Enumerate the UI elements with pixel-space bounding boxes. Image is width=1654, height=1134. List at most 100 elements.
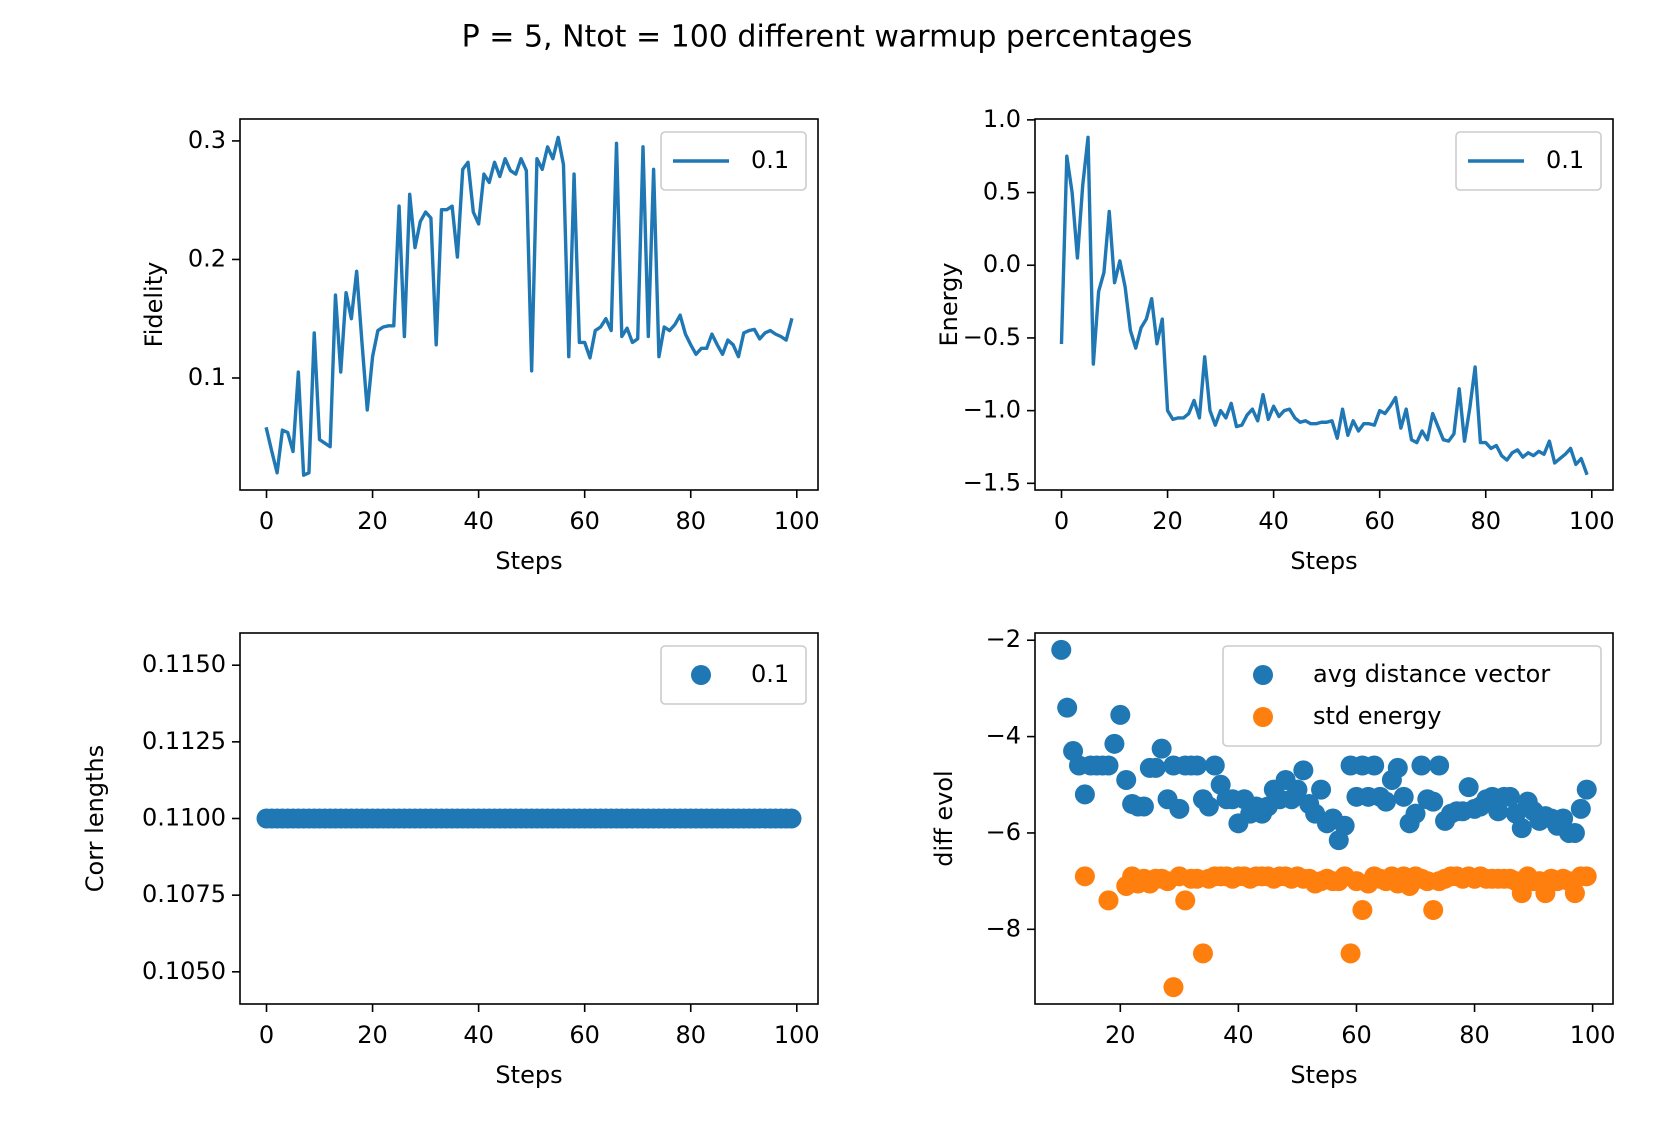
diff-series-0-point <box>1311 779 1332 800</box>
corr-ytick-label: 0.1050 <box>142 957 226 985</box>
diff-series-1-point <box>1163 977 1184 998</box>
subplot-diff: 20 40 60 80 100 −2 −4 −6 −8 Steps diff evol avg dis… <box>930 625 1616 1089</box>
energy-xtick-label: 40 <box>1258 507 1289 535</box>
diff-series-0-point <box>1057 697 1078 718</box>
diff-series-0-point <box>1204 755 1225 776</box>
corr-xtick-label: 20 <box>357 1021 388 1049</box>
diff-series-0-point <box>1375 791 1396 812</box>
diff-series-0-point <box>1051 639 1072 660</box>
diff-series-0-point <box>1187 755 1208 776</box>
energy-xtick-label: 100 <box>1569 507 1615 535</box>
diff-series-0-point <box>1151 738 1172 759</box>
fidelity-xtick-label: 60 <box>569 507 600 535</box>
diff-series-0-point <box>1110 704 1131 725</box>
fidelity-ytick-label: 0.2 <box>188 244 226 272</box>
diff-series-0-point <box>1387 757 1408 778</box>
corr-xtick-label: 100 <box>774 1021 820 1049</box>
energy-series-line-0 <box>1059 135 1589 476</box>
diff-ytick-label: −4 <box>986 722 1021 750</box>
corr-legend-label-0: 0.1 <box>751 660 789 688</box>
diff-xtick-label: 60 <box>1341 1021 1372 1049</box>
figure-title: P = 5, Ntot = 100 different warmup perce… <box>462 20 1193 55</box>
diff-series-0-point <box>1411 755 1432 776</box>
diff-series-1-point <box>1352 900 1373 921</box>
energy-legend: 0.1 <box>1455 131 1602 191</box>
energy-axes-frame <box>1034 118 1614 491</box>
energy-legend-box <box>1455 131 1602 191</box>
diff-series-0-point <box>1423 791 1444 812</box>
fidelity-xtick-label: 40 <box>463 507 494 535</box>
corr-legend-box <box>660 645 807 705</box>
diff-series-0-point <box>1405 803 1426 824</box>
subplot-corr: 0 20 40 60 80 1000.11500.11250.11000.10750.10… <box>81 632 820 1089</box>
diff-xtick-label: 100 <box>1570 1021 1616 1049</box>
corr-series-0-point <box>781 808 802 829</box>
fidelity-x-axis-label: Steps <box>495 547 562 575</box>
diff-axes-frame <box>1034 632 1614 1005</box>
diff-series-0-point <box>1169 798 1190 819</box>
diff-series-0-point <box>1116 769 1137 790</box>
diff-series-1-point <box>1074 866 1095 887</box>
diff-series-0-point <box>1570 798 1591 819</box>
fidelity-y-axis-label: Fidelity <box>140 262 168 348</box>
diff-series-0-point <box>1287 779 1308 800</box>
energy-legend-label-0: 0.1 <box>1546 146 1584 174</box>
diff-series-0-point <box>1499 786 1520 807</box>
energy-ytick-label: 0.5 <box>983 178 1021 206</box>
diff-series-0-point <box>1104 733 1125 754</box>
fidelity-axes-frame <box>239 118 819 491</box>
diff-legend-box <box>1222 645 1602 747</box>
corr-xtick-label: 0 <box>259 1021 274 1049</box>
diff-series-1-point <box>1564 883 1585 904</box>
corr-legend: 0.1 <box>660 645 807 705</box>
subplot-fidelity: 0 20 40 60 80 100 0.1 0.2 0.3 Steps Fidelity 0.1 <box>140 118 820 575</box>
energy-ytick-label: −1.5 <box>963 468 1021 496</box>
energy-y-axis-label: Energy <box>935 262 963 346</box>
corr-ytick-label: 0.1075 <box>142 880 226 908</box>
corr-ytick-label: 0.1100 <box>142 804 226 832</box>
diff-series-0-point <box>1145 757 1166 778</box>
energy-x-axis-label: Steps <box>1290 547 1357 575</box>
diff-y-axis-label: diff evol <box>930 770 958 866</box>
corr-x-axis-label: Steps <box>495 1061 562 1089</box>
diff-legend-label-0: avg distance vector <box>1313 660 1550 688</box>
diff-xtick-label: 40 <box>1223 1021 1254 1049</box>
energy-xtick-label: 60 <box>1364 507 1395 535</box>
diff-xtick-label: 80 <box>1459 1021 1490 1049</box>
diff-series-0-point <box>1393 786 1414 807</box>
diff-legend-swatch-1 <box>1253 707 1273 727</box>
diff-series-0-point <box>1098 755 1119 776</box>
fidelity-xtick-label: 80 <box>675 507 706 535</box>
diff-x-axis-label: Steps <box>1290 1061 1357 1089</box>
diff-series-1-point <box>1098 890 1119 911</box>
diff-series-0-point <box>1429 755 1450 776</box>
corr-xtick-label: 60 <box>569 1021 600 1049</box>
diff-series-0-point <box>1511 818 1532 839</box>
diff-series-0-point <box>1198 796 1219 817</box>
diff-legend-label-1: std energy <box>1313 702 1441 730</box>
diff-ytick-label: −6 <box>986 818 1021 846</box>
diff-series-1-point <box>1576 866 1597 887</box>
corr-y-axis-label: Corr lengths <box>81 745 109 892</box>
diff-series-0-point <box>1364 755 1385 776</box>
diff-series-1-point <box>1175 890 1196 911</box>
diff-series-0-point <box>1074 784 1095 805</box>
diff-ytick-label: −8 <box>986 914 1021 942</box>
corr-ytick-label: 0.1125 <box>142 727 226 755</box>
diff-series-0-point <box>1133 796 1154 817</box>
diff-series-0-point <box>1334 815 1355 836</box>
diff-series-0-point <box>1458 777 1479 798</box>
subplot-energy: 0 20 40 60 80 100 1.0 0.5 0.0 −0.5 −1.0 −1.5 Steps En… <box>935 105 1615 575</box>
corr-ytick-label: 0.1150 <box>142 650 226 678</box>
fidelity-xtick-label: 0 <box>259 507 274 535</box>
fidelity-legend: 0.1 <box>660 131 807 191</box>
fidelity-xtick-label: 100 <box>774 507 820 535</box>
fidelity-ytick-label: 0.1 <box>188 363 226 391</box>
corr-xtick-label: 40 <box>463 1021 494 1049</box>
energy-xtick-label: 0 <box>1054 507 1069 535</box>
fidelity-legend-box <box>660 131 807 191</box>
corr-xtick-label: 80 <box>675 1021 706 1049</box>
diff-series-1-point <box>1340 943 1361 964</box>
